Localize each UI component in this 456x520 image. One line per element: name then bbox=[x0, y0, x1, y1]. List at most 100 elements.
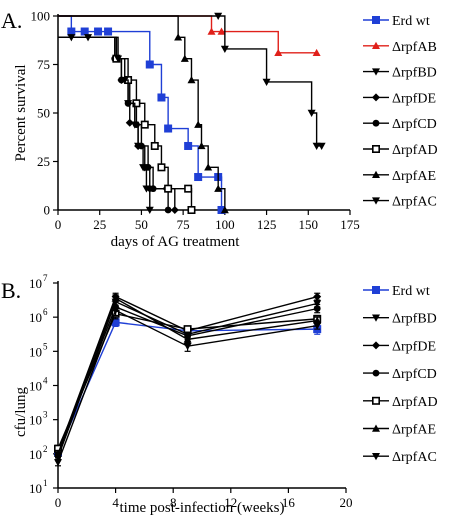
panel-a-point bbox=[67, 34, 76, 42]
panel-a-legend-marker bbox=[371, 145, 380, 154]
panel-b-label: B. bbox=[1, 278, 21, 303]
panel-a-point bbox=[139, 164, 148, 172]
panel-a-legend-label: ΔrpfAC bbox=[392, 195, 437, 210]
panel-a: A. Percent survival days of AG treatment… bbox=[1, 8, 438, 250]
panel-a-series-5 bbox=[58, 36, 196, 215]
panel-a-point bbox=[130, 121, 139, 129]
panel-a-point bbox=[220, 45, 229, 53]
panel-b-series bbox=[53, 292, 322, 467]
panel-a-point bbox=[124, 100, 133, 108]
panel-a-ylabel: Percent survival bbox=[13, 64, 29, 161]
panel-b-x-tick-label: 12 bbox=[224, 495, 237, 510]
panel-a-point bbox=[217, 27, 226, 35]
panel-a-point bbox=[180, 54, 189, 62]
panel-a-point bbox=[214, 12, 223, 20]
panel-a-legend-label: ΔrpfAE bbox=[392, 169, 436, 184]
panel-a-point bbox=[220, 206, 229, 214]
panel-a-series-line bbox=[58, 36, 176, 210]
panel-a-point bbox=[125, 118, 134, 127]
panel-b-legend-marker bbox=[372, 341, 380, 350]
panel-b-y-tick-exponent: 4 bbox=[43, 376, 48, 386]
panel-a-point bbox=[67, 27, 76, 36]
panel-b-point bbox=[183, 325, 192, 334]
panel-b-series-3 bbox=[54, 299, 321, 458]
panel-b-series-1 bbox=[54, 294, 322, 462]
panel-a-legend-label: ΔrpfAD bbox=[392, 143, 438, 158]
panel-a-x-tick-label: 75 bbox=[177, 217, 190, 232]
panel-a-point bbox=[104, 27, 113, 36]
panel-b-point bbox=[54, 459, 62, 467]
panel-b-point bbox=[111, 294, 120, 302]
panel-a-point bbox=[274, 48, 283, 57]
panel-a-legend-label: ΔrpfDE bbox=[392, 91, 436, 106]
panel-a-point bbox=[197, 141, 206, 150]
panel-a-point bbox=[187, 76, 196, 84]
panel-b-xlabel: time post-infection (weeks) bbox=[120, 500, 285, 516]
panel-a-point bbox=[157, 163, 166, 172]
panel-a-legend-label: Erd wt bbox=[392, 14, 430, 29]
panel-b-legend-marker bbox=[371, 396, 380, 405]
panel-b-y-tick-label: 10 bbox=[29, 413, 42, 428]
panel-a-point bbox=[194, 173, 203, 182]
panel-a-legend-marker bbox=[372, 41, 380, 49]
panel-b-ylabel: cfu/lung bbox=[13, 387, 29, 437]
panel-a-point bbox=[317, 142, 326, 150]
panel-b-y-tick-label: 10 bbox=[29, 379, 42, 394]
panel-a-point bbox=[184, 141, 193, 150]
panel-a-x-tick-label: 0 bbox=[55, 217, 62, 232]
panel-a-point bbox=[207, 27, 216, 35]
panel-a-point bbox=[94, 27, 103, 36]
panel-a-series bbox=[58, 12, 326, 215]
panel-b-x-tick-label: 20 bbox=[340, 495, 353, 510]
panel-a-point bbox=[307, 109, 316, 117]
panel-b-x-tick-label: 4 bbox=[112, 495, 119, 510]
panel-a-x-tick-label: 175 bbox=[340, 217, 360, 232]
panel-b-y-tick-exponent: 7 bbox=[43, 273, 48, 283]
panel-a-legend-marker bbox=[372, 170, 380, 178]
panel-b-legend-marker bbox=[372, 424, 380, 432]
panel-b-y-tick-exponent: 6 bbox=[43, 307, 48, 317]
panel-b-series-line bbox=[57, 300, 318, 458]
panel-a-point bbox=[145, 60, 154, 69]
panel-b-point bbox=[313, 305, 321, 313]
panel-a-y-tick-label: 25 bbox=[37, 154, 50, 169]
panel-b-point bbox=[313, 300, 322, 308]
panel-a-point bbox=[120, 76, 129, 85]
panel-a-x-tick-label: 50 bbox=[135, 217, 148, 232]
panel-a-point bbox=[149, 185, 157, 193]
panel-a-point bbox=[164, 124, 173, 133]
panel-a-point bbox=[204, 163, 213, 171]
panel-b-legend-label: ΔrpfCD bbox=[392, 367, 437, 382]
panel-b-y-tick-label: 10 bbox=[29, 447, 42, 462]
panel-b-x-tick-label: 8 bbox=[170, 495, 177, 510]
panel-a-point bbox=[164, 206, 172, 214]
panel-a-legend-marker bbox=[372, 68, 380, 76]
panel-b-axes bbox=[53, 281, 347, 493]
panel-a-xlabel: days of AG treatment bbox=[111, 234, 241, 250]
panel-a-point bbox=[157, 93, 166, 102]
panel-b-y-tick-exponent: 3 bbox=[43, 410, 48, 420]
panel-b-legend-label: ΔrpfAE bbox=[392, 423, 436, 438]
panel-b-y-tick-label: 10 bbox=[29, 276, 42, 291]
panel-b-point bbox=[313, 292, 322, 301]
panel-a-point bbox=[217, 206, 226, 214]
panel-a-legend-marker bbox=[372, 93, 380, 102]
panel-b-series-line bbox=[57, 297, 318, 455]
panel-b-series-2 bbox=[54, 292, 322, 457]
panel-a-x-tick-label: 125 bbox=[257, 217, 277, 232]
panel-a-series-0 bbox=[58, 15, 226, 214]
panel-a-x-tick-label: 100 bbox=[215, 217, 235, 232]
panel-b-x-tick-label: 0 bbox=[55, 495, 62, 510]
panel-b-legend-marker bbox=[372, 453, 380, 461]
panel-a-label: A. bbox=[1, 8, 22, 33]
panel-b-legend-marker bbox=[372, 286, 380, 294]
panel-a-axes bbox=[53, 14, 351, 215]
panel-a-y-tick-label: 50 bbox=[37, 106, 50, 121]
panel-a-point bbox=[312, 142, 321, 150]
panel-b-y-tick-label: 10 bbox=[29, 344, 42, 359]
panel-a-legend-marker bbox=[372, 16, 380, 24]
panel-a-series-line bbox=[58, 36, 151, 210]
panel-a-series-6 bbox=[58, 15, 229, 214]
panel-a-point bbox=[214, 184, 223, 192]
